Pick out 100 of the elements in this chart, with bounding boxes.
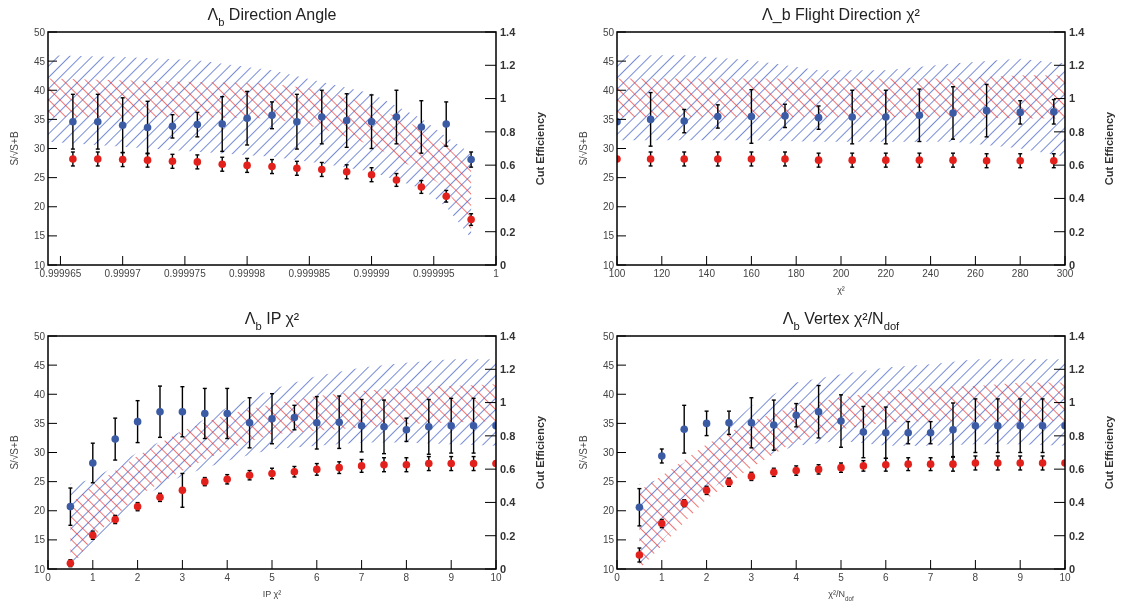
y2-tick-label: 0.8 (1069, 125, 1085, 138)
x-tick-label: 0 (614, 572, 621, 583)
y2-tick-label: 0.4 (1069, 496, 1086, 509)
x-tick-label: 1 (90, 572, 97, 583)
x-axis-title: χ² (837, 285, 845, 295)
y2-tick-label: 1.2 (500, 363, 516, 376)
y2-tick-label: 0.2 (500, 529, 516, 542)
y2-tick-label: 0 (500, 258, 507, 271)
y-tick-label: 45 (33, 359, 46, 371)
y-tick-label: 15 (33, 534, 46, 546)
y2-tick-label: 1.4 (500, 329, 517, 342)
x-tick-label: 0.999995 (412, 268, 456, 279)
y2-tick-label: 1 (500, 396, 507, 409)
x-tick-label: 8 (403, 572, 410, 583)
y2-tick-label: 0.2 (500, 225, 516, 238)
y2-tick-label: 1 (500, 92, 507, 105)
x-tick-label: 8 (972, 572, 979, 583)
x-tick-label: 0.999975 (164, 268, 207, 279)
y2-tick-label: 0 (1069, 562, 1076, 575)
y-tick-label: 10 (33, 563, 46, 575)
y2-axis-title: Cut Efficiency (1103, 110, 1115, 186)
y-tick-label: 50 (602, 26, 615, 38)
x-tick-label: 300 (1056, 268, 1074, 279)
x-tick-label: 0.99999 (353, 268, 391, 279)
x-axis-title: IP χ² (262, 589, 282, 599)
x-tick-label: 6 (314, 572, 321, 583)
y-tick-label: 25 (33, 476, 46, 488)
y2-tick-label: 0.4 (500, 192, 517, 205)
x-tick-label: 2 (134, 572, 141, 583)
x-tick-label: 7 (927, 572, 934, 583)
y-tick-label: 20 (602, 201, 615, 213)
y2-tick-label: 0.2 (1069, 529, 1085, 542)
y2-tick-label: 0.6 (1069, 462, 1085, 475)
y-tick-label: 25 (602, 172, 615, 184)
x-tick-label: 4 (793, 572, 800, 583)
y2-tick-label: 1 (1069, 92, 1076, 105)
y-tick-label: 10 (602, 563, 615, 575)
y2-axis-title: Cut Efficiency (1103, 414, 1115, 490)
y-tick-label: 40 (602, 388, 615, 400)
y-tick-label: 50 (33, 330, 46, 342)
y2-tick-label: 1 (1069, 396, 1076, 409)
chart-title: Λ$_{b}$ Direction Angle (207, 6, 337, 28)
y2-tick-label: 1.2 (1069, 59, 1085, 72)
chart-title: Λ$_{b}$ IP χ² (244, 310, 300, 332)
x-tick-label: 9 (448, 572, 455, 583)
y2-axis-title: Cut Efficiency (534, 414, 546, 490)
x-tick-label: 220 (877, 268, 895, 279)
y2-tick-label: 0.8 (500, 125, 516, 138)
x-tick-label: 140 (698, 268, 716, 279)
y-tick-label: 20 (33, 201, 46, 213)
y-tick-label: 40 (602, 84, 615, 96)
x-tick-label: 0.99997 (104, 268, 142, 279)
y-tick-label: 20 (33, 505, 46, 517)
y2-tick-label: 0.8 (1069, 429, 1085, 442)
x-tick-label: 0.99998 (229, 268, 266, 279)
y-tick-label: 25 (33, 172, 46, 184)
y2-tick-label: 1.4 (1069, 329, 1086, 342)
x-tick-label: 260 (967, 268, 985, 279)
y-tick-label: 35 (602, 417, 615, 429)
x-tick-label: 9 (1017, 572, 1024, 583)
x-tick-label: 180 (787, 268, 805, 279)
x-tick-label: 3 (748, 572, 755, 583)
y-tick-label: 15 (33, 230, 46, 242)
y2-tick-label: 0.6 (500, 462, 516, 475)
y-tick-label: 50 (33, 26, 46, 38)
y2-tick-label: 0.2 (1069, 225, 1085, 238)
x-tick-label: 0.999985 (288, 268, 331, 279)
x-tick-label: 10 (490, 572, 502, 583)
x-tick-label: 1 (493, 268, 500, 279)
x-tick-label: 240 (922, 268, 940, 279)
x-tick-label: 280 (1011, 268, 1029, 279)
y-tick-label: 40 (33, 388, 46, 400)
y-axis-title: S/√S+B (9, 435, 20, 470)
y-tick-label: 10 (33, 259, 46, 271)
y2-tick-label: 0.4 (500, 496, 517, 509)
x-tick-label: 10 (1059, 572, 1071, 583)
x-tick-label: 0 (45, 572, 52, 583)
y2-axis-title: Cut Efficiency (534, 110, 546, 186)
x-axis-title: χ²/N$_{dof}$ (828, 589, 854, 602)
y-tick-label: 15 (602, 230, 615, 242)
y-tick-label: 35 (602, 113, 615, 125)
y-tick-label: 45 (602, 55, 615, 67)
x-tick-label: 120 (653, 268, 671, 279)
x-tick-label: 200 (832, 268, 850, 279)
y-tick-label: 35 (33, 113, 46, 125)
y-tick-label: 30 (602, 143, 615, 154)
x-tick-label: 5 (838, 572, 845, 583)
y-tick-label: 20 (602, 505, 615, 517)
x-tick-label: 100 (608, 268, 626, 279)
y2-tick-label: 1.4 (1069, 25, 1086, 38)
y-tick-label: 35 (33, 417, 46, 429)
y-tick-label: 25 (602, 476, 615, 488)
y-tick-label: 45 (33, 55, 46, 67)
y-axis-title: S/√S+B (9, 131, 20, 166)
y2-tick-label: 1.4 (500, 25, 517, 38)
x-tick-label: 7 (358, 572, 365, 583)
y-tick-label: 30 (602, 447, 615, 458)
x-tick-label: 0.999965 (39, 268, 82, 279)
x-tick-label: 1 (659, 572, 666, 583)
y2-tick-label: 1.2 (500, 59, 516, 72)
